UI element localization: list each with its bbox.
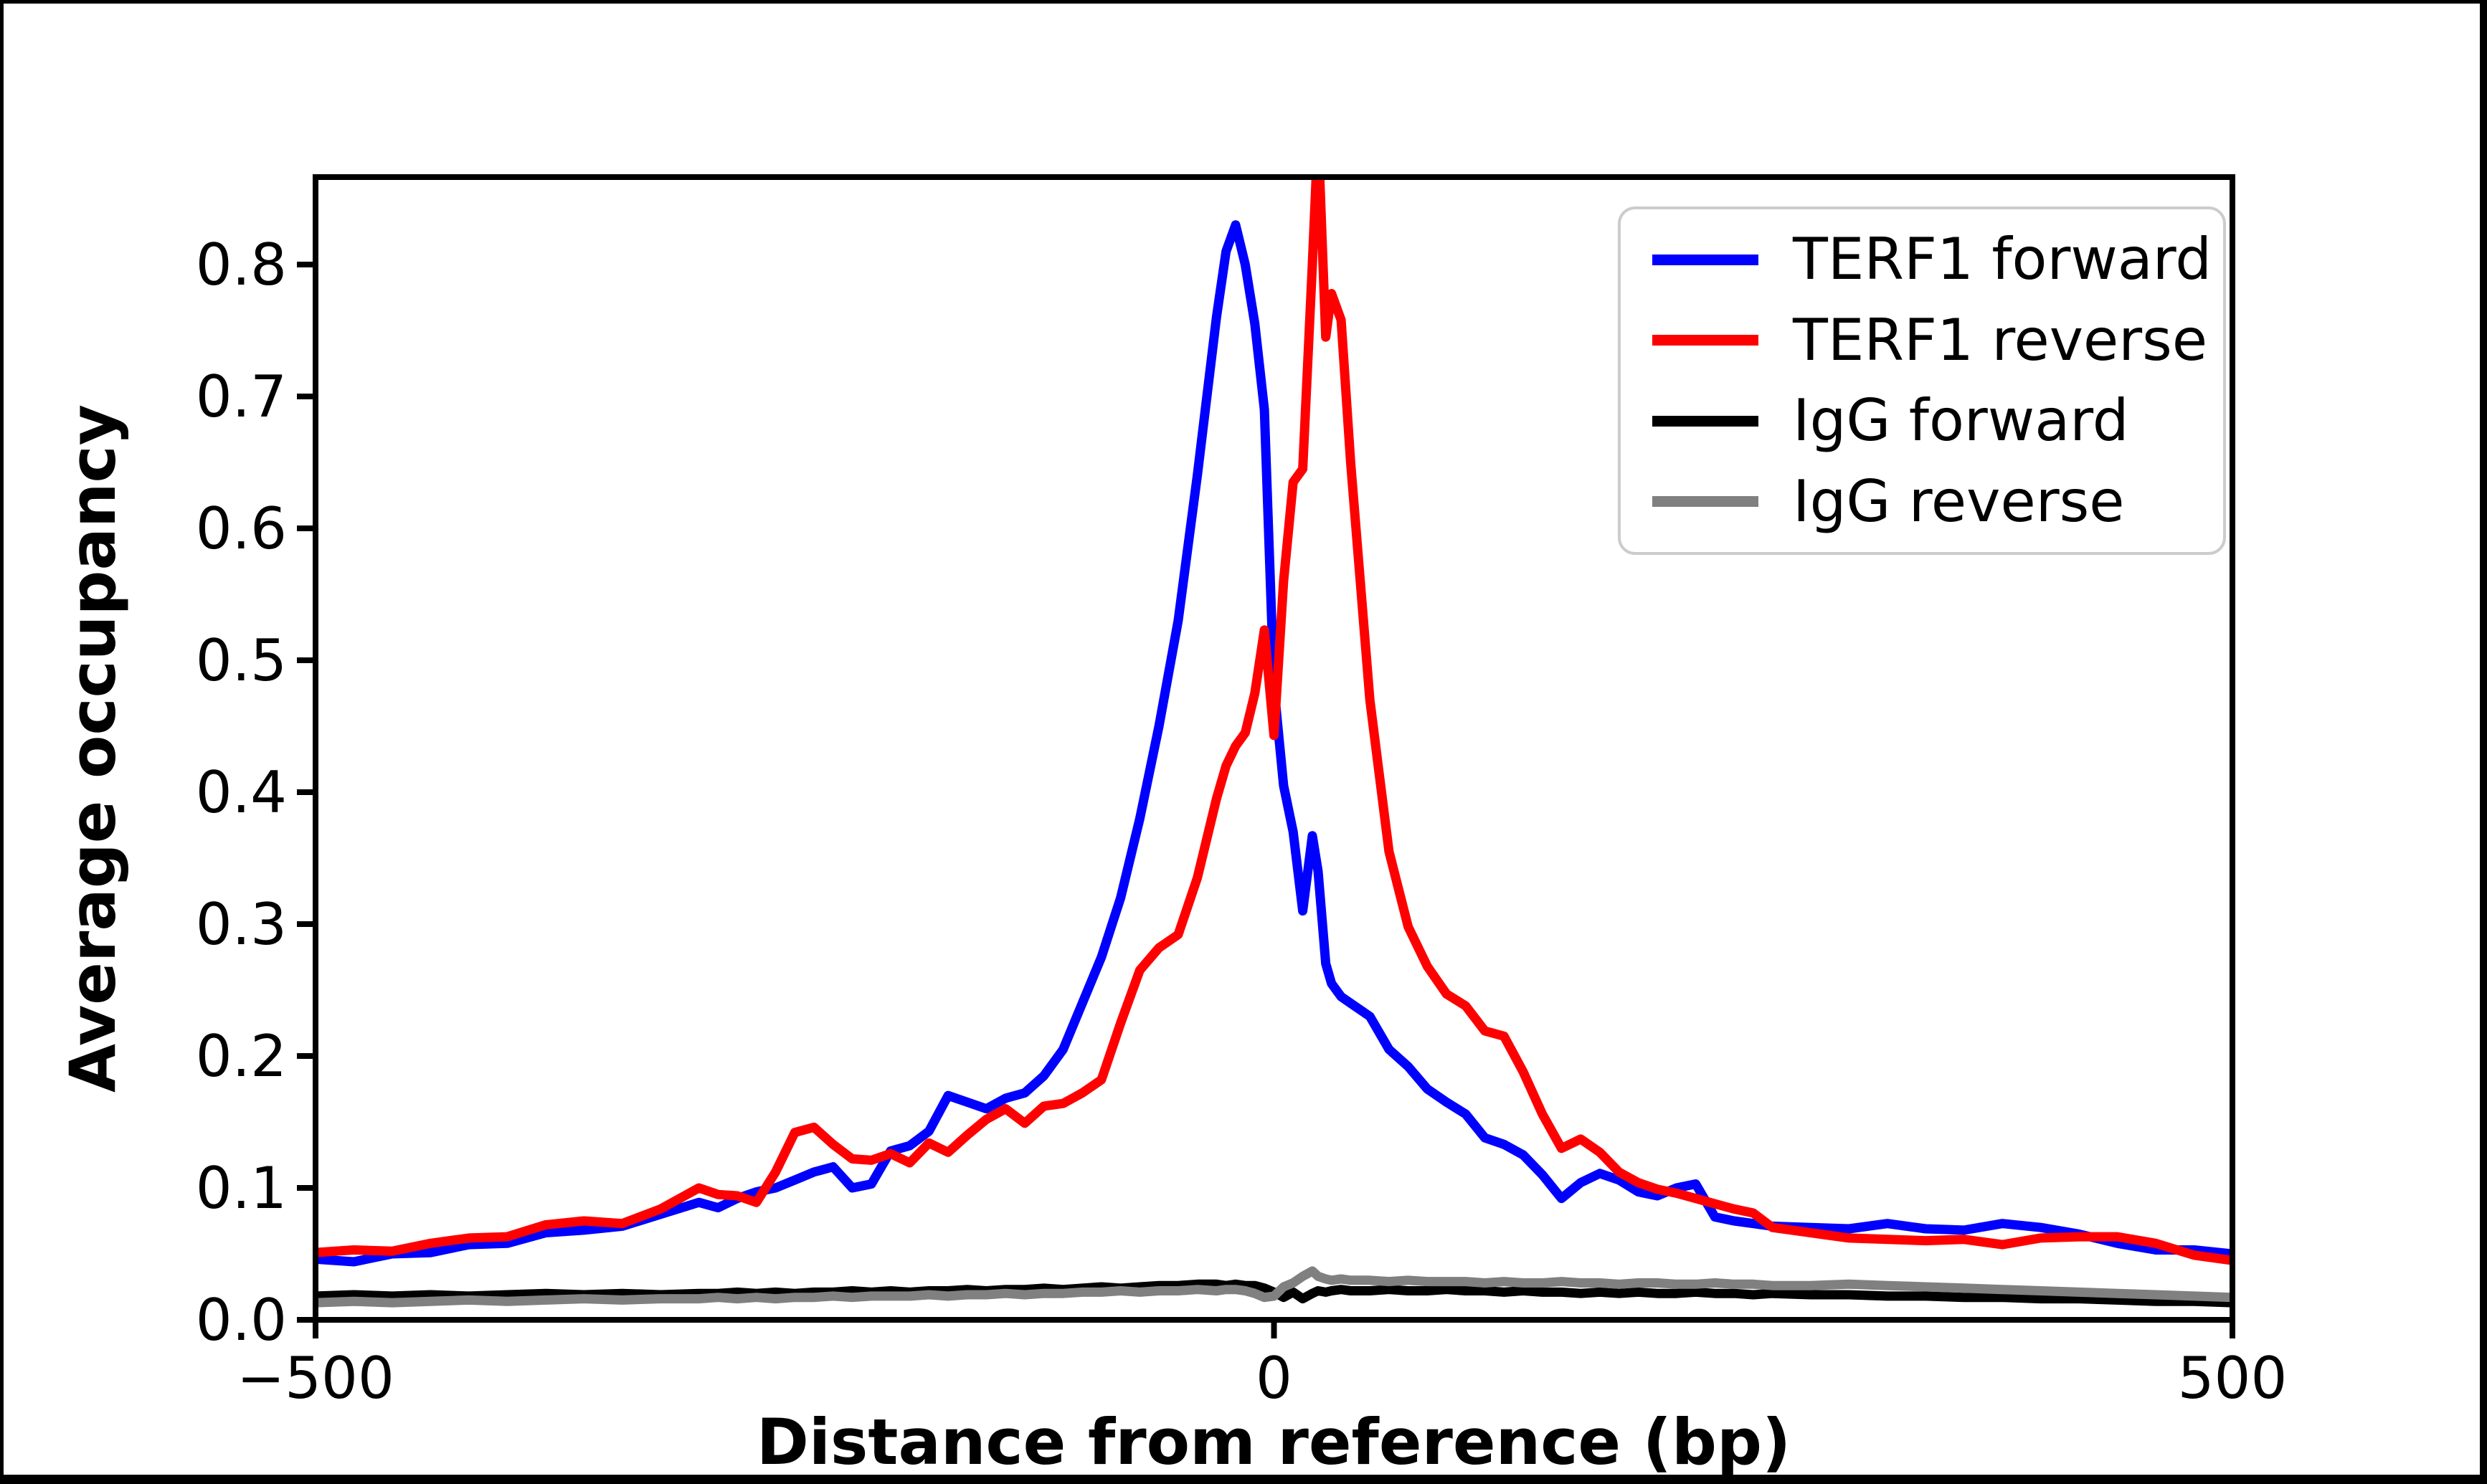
series-lines <box>316 177 2232 1308</box>
axes: 0.0 0.1 0.2 0.3 0.4 0.5 0.6 0.7 0.8 −500… <box>56 174 2287 1479</box>
legend-line-sample-terf1-forward <box>1652 254 1758 265</box>
y-tick-label: 0.3 <box>196 891 287 958</box>
legend-line-sample-igg-forward <box>1652 415 1758 427</box>
y-axis-label: Average occupancy <box>56 404 130 1093</box>
legend-label-igg-reverse: IgG reverse <box>1793 467 2125 535</box>
x-axis-label: Distance from reference (bp) <box>757 1405 1791 1479</box>
y-tick-labels: 0.0 0.1 0.2 0.3 0.4 0.5 0.6 0.7 0.8 <box>196 232 287 1354</box>
legend: TERF1 forward TERF1 reverse IgG forward … <box>1618 206 2226 555</box>
legend-label-terf1-forward: TERF1 forward <box>1793 226 2212 293</box>
legend-item-igg-forward: IgG forward <box>1621 384 2223 458</box>
y-tick-label: 0.7 <box>196 363 287 430</box>
x-tick-label: −500 <box>237 1345 394 1412</box>
y-tick-label: 0.2 <box>196 1023 287 1090</box>
axes-spines <box>313 174 2235 1323</box>
y-tick-marks <box>297 261 316 1323</box>
x-tick-marks <box>313 1320 2235 1338</box>
legend-item-terf1-forward: TERF1 forward <box>1621 222 2223 297</box>
legend-label-igg-forward: IgG forward <box>1793 387 2129 455</box>
y-tick-label: 0.6 <box>196 495 287 562</box>
legend-label-terf1-reverse: TERF1 reverse <box>1793 306 2208 374</box>
y-tick-label: 0.5 <box>196 627 287 694</box>
legend-line-sample-terf1-reverse <box>1652 335 1758 346</box>
x-tick-label: 0 <box>1256 1345 1292 1412</box>
x-tick-labels: −500 0 500 <box>237 1345 2287 1412</box>
y-tick-label: 0.0 <box>196 1287 287 1354</box>
figure-background: 0.0 0.1 0.2 0.3 0.4 0.5 0.6 0.7 0.8 −500… <box>4 4 2480 1479</box>
line-terf1-reverse <box>316 177 2232 1265</box>
x-tick-label: 500 <box>2178 1345 2288 1412</box>
legend-line-sample-igg-reverse <box>1652 496 1758 508</box>
line-igg-reverse <box>316 1266 2232 1308</box>
legend-item-terf1-reverse: TERF1 reverse <box>1621 303 2223 378</box>
y-tick-label: 0.8 <box>196 232 287 298</box>
legend-item-igg-reverse: IgG reverse <box>1621 465 2223 539</box>
y-tick-label: 0.4 <box>196 759 287 826</box>
y-tick-label: 0.1 <box>196 1155 287 1222</box>
